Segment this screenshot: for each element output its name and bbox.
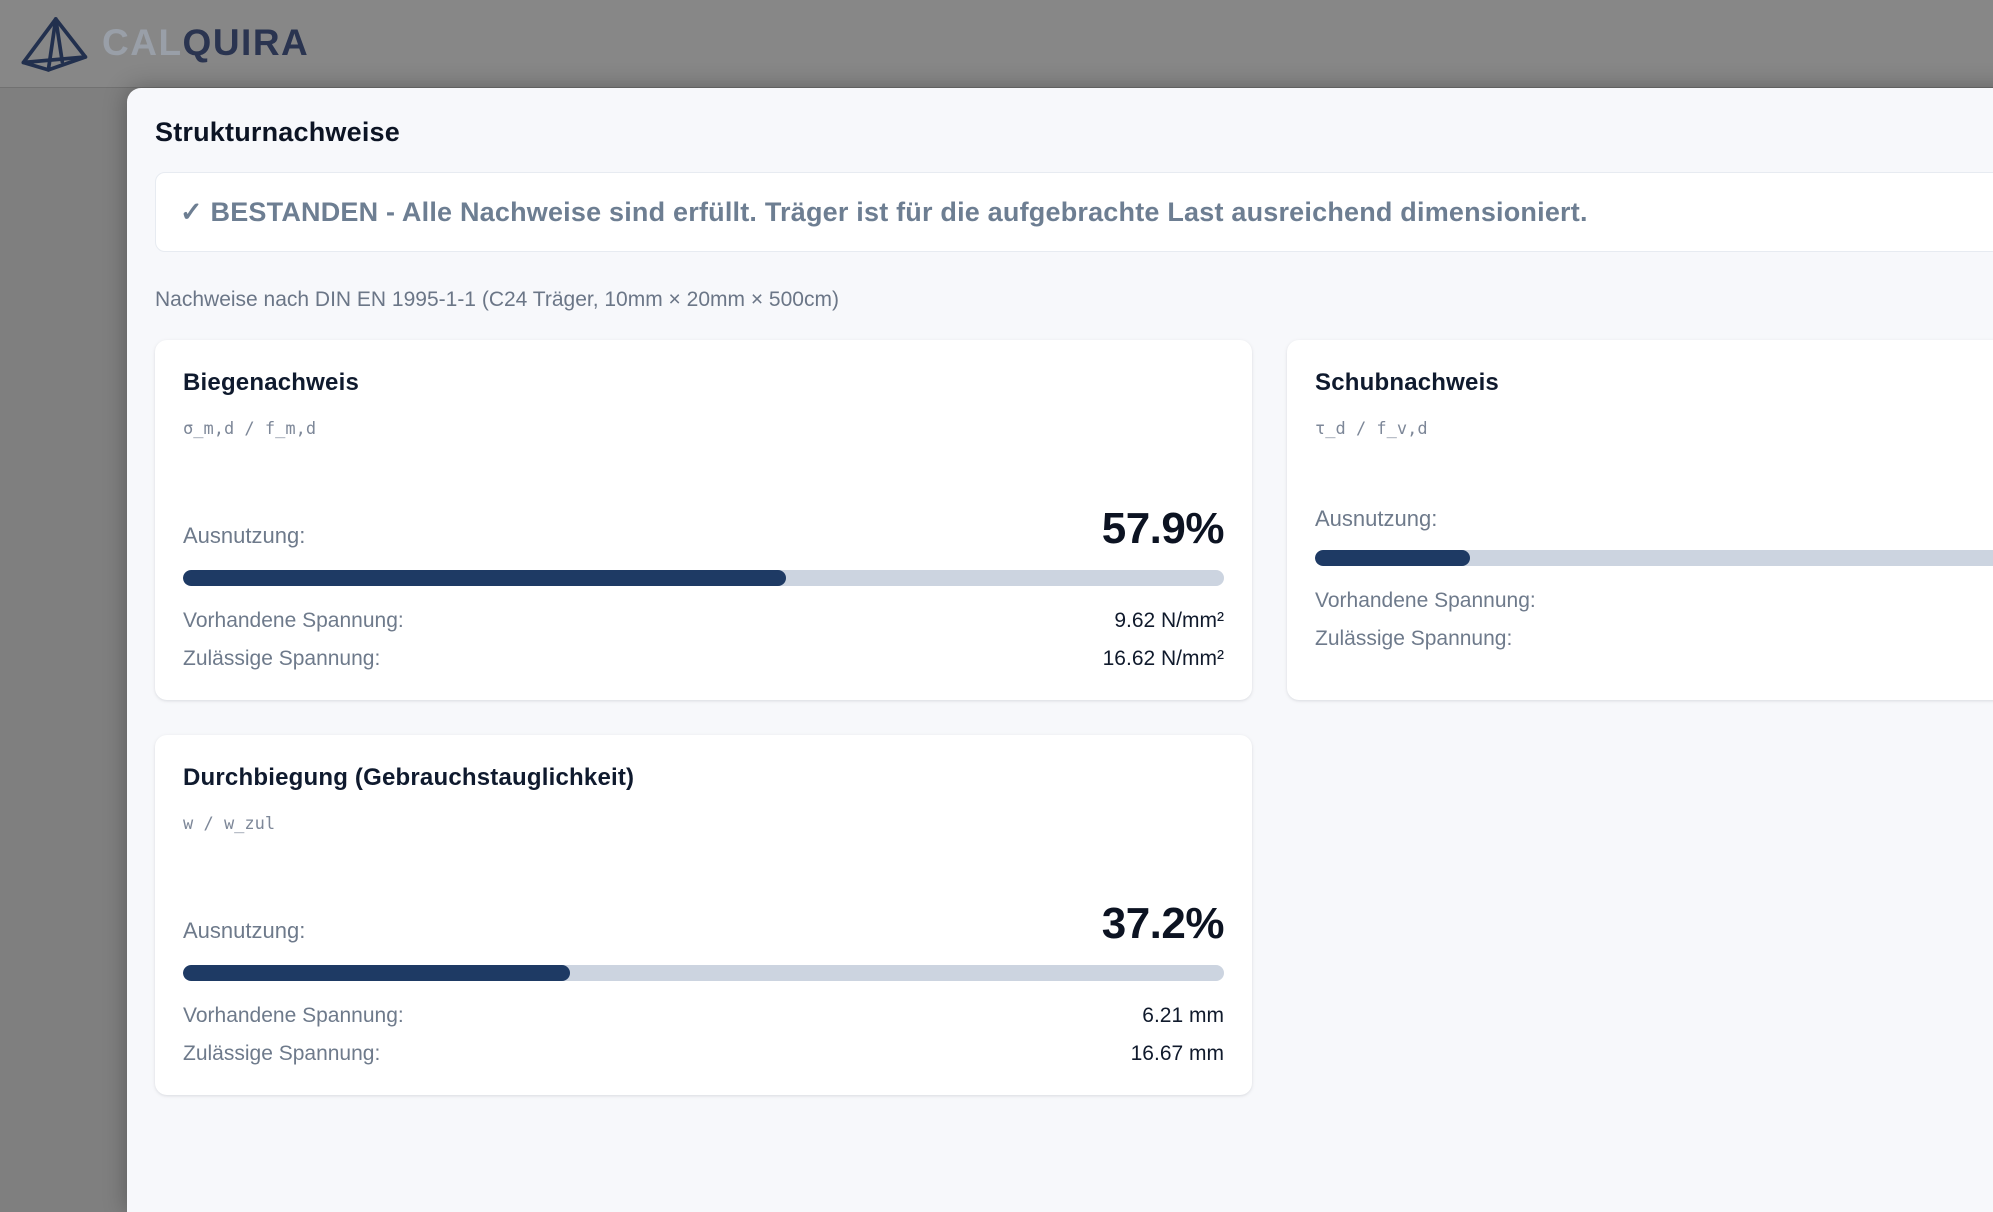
present-stress-row: Vorhandene Spannung: 9.62 N/mm²: [183, 606, 1224, 636]
utilization-label: Ausnutzung:: [183, 918, 306, 943]
structural-checks-panel: Strukturnachweise ✓ BESTANDEN - Alle Nac…: [127, 88, 1993, 1212]
card-formula: τ_d / f_v,d: [1315, 419, 1428, 439]
cards-grid: Biegenachweis σ_m,d / f_m,d Ausnutzung: …: [155, 340, 1993, 1095]
progress-bar: [183, 570, 1224, 586]
present-stress-label: Vorhandene Spannung:: [183, 609, 404, 632]
header-bar: CALQUIRA: [0, 0, 1993, 88]
present-stress-row: Vorhandene Spannung: 6.21 mm: [183, 1001, 1224, 1031]
present-stress-value: 9.62 N/mm²: [1114, 609, 1224, 632]
card-title: Schubnachweis: [1315, 369, 1499, 396]
card-formula: w / w_zul: [183, 814, 276, 834]
card-bending-check: Biegenachweis σ_m,d / f_m,d Ausnutzung: …: [155, 340, 1252, 700]
progress-fill: [183, 570, 786, 586]
standard-note: Nachweise nach DIN EN 1995-1-1 (C24 Träg…: [155, 288, 839, 311]
card-formula: σ_m,d / f_m,d: [183, 419, 317, 439]
present-stress-label: Vorhandene Spannung:: [183, 1004, 404, 1027]
progress-fill: [183, 965, 571, 981]
card-shear-check: Schubnachweis τ_d / f_v,d Ausnutzung: Vo…: [1287, 340, 1993, 700]
allowed-stress-value: 16.67 mm: [1130, 1042, 1224, 1065]
present-stress-row: Vorhandene Spannung:: [1315, 586, 1993, 616]
allowed-stress-row: Zulässige Spannung: 16.67 mm: [183, 1039, 1224, 1069]
logo-pyramid-icon: [21, 16, 88, 72]
status-banner: ✓ BESTANDEN - Alle Nachweise sind erfüll…: [155, 172, 1993, 252]
allowed-stress-label: Zulässige Spannung:: [183, 1042, 381, 1065]
status-banner-text: ✓ BESTANDEN - Alle Nachweise sind erfüll…: [180, 196, 1588, 227]
progress-bar: [1315, 550, 1993, 566]
present-stress-label: Vorhandene Spannung:: [1315, 589, 1536, 612]
allowed-stress-label: Zulässige Spannung:: [1315, 627, 1513, 650]
card-title: Biegenachweis: [183, 369, 360, 396]
card-title: Durchbiegung (Gebrauchstauglichkeit): [183, 764, 635, 791]
utilization-row: Ausnutzung: 57.9%: [183, 504, 1225, 553]
brand-logo[interactable]: CALQUIRA: [16, 13, 309, 75]
utilization-row: Ausnutzung: 37.2%: [183, 899, 1225, 948]
page-title: Strukturnachweise: [155, 117, 400, 147]
allowed-stress-row: Zulässige Spannung: 16.62 N/mm²: [183, 644, 1224, 674]
allowed-stress-label: Zulässige Spannung:: [183, 647, 381, 670]
utilization-row: Ausnutzung:: [1315, 506, 1993, 532]
allowed-stress-row: Zulässige Spannung:: [1315, 624, 1993, 654]
present-stress-value: 6.21 mm: [1142, 1004, 1224, 1027]
progress-fill: [1315, 550, 1471, 566]
utilization-label: Ausnutzung:: [183, 523, 306, 548]
progress-bar: [183, 965, 1224, 981]
utilization-label: Ausnutzung:: [1315, 506, 1438, 531]
brand-text-quira: QUIRA: [182, 22, 310, 63]
brand-text-cal: CAL: [102, 22, 183, 63]
brand-text: CALQUIRA: [102, 24, 309, 61]
utilization-percent: 57.9%: [1101, 504, 1225, 553]
allowed-stress-value: 16.62 N/mm²: [1102, 647, 1224, 670]
card-deflection-check: Durchbiegung (Gebrauchstauglichkeit) w /…: [155, 735, 1252, 1095]
utilization-percent: 37.2%: [1101, 899, 1225, 948]
